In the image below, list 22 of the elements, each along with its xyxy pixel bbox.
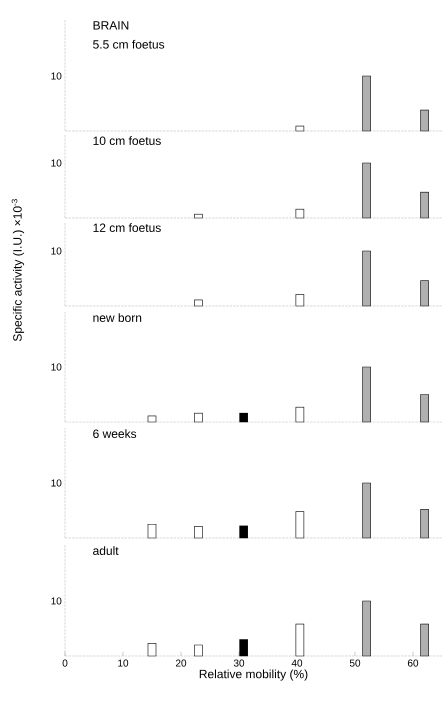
- chart-subtitle: 5.5 cm foetus: [93, 40, 164, 49]
- chart-title: 10 cm foetus: [94, 136, 161, 145]
- chart-title: 6 weeks: [93, 429, 136, 438]
- x-tick-label: 10: [118, 660, 128, 667]
- text: 10: [51, 363, 62, 371]
- chart-title: BRAIN: [94, 21, 128, 30]
- x-tick-label: 60: [408, 660, 418, 667]
- text: 10: [51, 247, 62, 255]
- x-tick-label: 40: [292, 660, 302, 667]
- chart-title: new born: [93, 313, 142, 322]
- x-tick-label: 20: [176, 660, 186, 667]
- chart-title: adult: [93, 546, 119, 555]
- text: 10: [51, 597, 62, 605]
- chart-title: 12 cm foetus: [94, 223, 161, 232]
- x-tick-label: 0: [62, 660, 68, 667]
- x-tick-label: 50: [350, 660, 360, 667]
- x-tick-label: 30: [234, 660, 244, 667]
- text: 10: [51, 159, 62, 167]
- text: 10: [51, 479, 62, 487]
- x-axis-title: Relative mobility (%): [200, 669, 308, 681]
- y-axis-title: Specific activity (I.U.) ×10$^{-3}$: [12, 199, 24, 342]
- text: 10: [51, 72, 62, 80]
